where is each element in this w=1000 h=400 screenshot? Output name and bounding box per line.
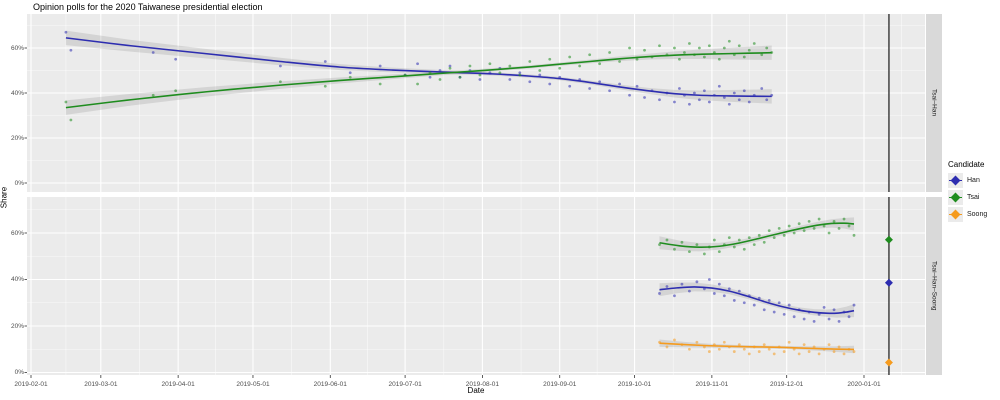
facet-strip-tsai-han: Tsai–Han <box>926 14 942 192</box>
x-tick-label: 2019-07-01 <box>388 381 422 388</box>
han-scatter-points <box>64 30 774 106</box>
x-tick-label: 2019-05-01 <box>236 381 270 388</box>
han-key-icon <box>948 173 963 188</box>
legend-item-han: Han <box>948 173 1000 188</box>
x-tick-label: 2019-08-01 <box>465 381 500 388</box>
legend-item-tsai: Tsai <box>948 190 1000 205</box>
han-confidence-band <box>65 30 772 104</box>
y-tick-label: 20% <box>10 322 24 330</box>
han-confidence-band <box>659 282 855 318</box>
y-tick-label: 60% <box>10 229 24 237</box>
y-tick-label: 0% <box>14 369 24 376</box>
legend-item-soong: Soong <box>948 207 1000 222</box>
facet-strip-tsai-han-soong: Tsai–Han–Soong <box>926 197 942 375</box>
x-tick-label: 2019-10-01 <box>617 381 652 388</box>
panel-background <box>27 197 925 375</box>
y-tick-label: 40% <box>10 89 24 97</box>
key-diamond <box>950 209 961 220</box>
y-tick-label: 0% <box>14 179 24 187</box>
x-tick-label: 2019-04-01 <box>161 381 195 388</box>
tsai-smooth-line <box>65 51 772 109</box>
facet-strip-label: Tsai–Han <box>930 89 938 117</box>
tsai-scatter-points <box>64 39 774 122</box>
x-tick-label: 2019-03-01 <box>84 381 118 388</box>
legend-title: Candidate <box>948 160 985 169</box>
key-diamond <box>950 192 961 203</box>
x-tick-label: 2019-02-01 <box>14 381 48 388</box>
x-tick-label: 2019-09-01 <box>543 381 577 388</box>
soong-result-diamond <box>884 358 893 367</box>
tsai-key-icon <box>948 190 963 205</box>
facet-strip-label: Tsai–Han–Soong <box>930 261 938 311</box>
x-tick-label: 2020-01-01 <box>847 381 881 388</box>
han-scatter-points <box>658 278 856 323</box>
han-smooth-line <box>65 37 772 98</box>
legend-label: Soong <box>967 211 988 218</box>
legend: Candidate Han Tsai Soong <box>948 160 1000 224</box>
tsai-smooth-line <box>659 222 855 248</box>
soong-scatter-points <box>658 338 856 356</box>
han-result-diamond <box>884 278 893 287</box>
tsai-confidence-band <box>659 217 855 252</box>
x-tick-label: 2019-06-01 <box>313 381 347 388</box>
tsai-scatter-points <box>658 217 856 256</box>
han-smooth-line <box>659 286 855 315</box>
y-tick-label: 20% <box>10 134 24 142</box>
tsai-result-diamond <box>884 235 893 244</box>
soong-key-icon <box>948 207 963 222</box>
panel-background <box>27 14 925 192</box>
y-tick-label: 60% <box>10 44 24 52</box>
chart-title: Opinion polls for the 2020 Taiwanese pre… <box>33 2 263 12</box>
tsai-confidence-band <box>65 45 772 115</box>
legend-label: Han <box>967 177 980 184</box>
key-diamond <box>950 175 961 186</box>
y-tick-label: 40% <box>10 276 24 283</box>
soong-smooth-line <box>659 342 855 351</box>
legend-label: Tsai <box>967 194 980 201</box>
x-tick-label: 2019-11-01 <box>695 381 729 388</box>
x-axis-title: Date <box>467 386 485 395</box>
x-tick-label: 2019-12-01 <box>770 381 804 388</box>
